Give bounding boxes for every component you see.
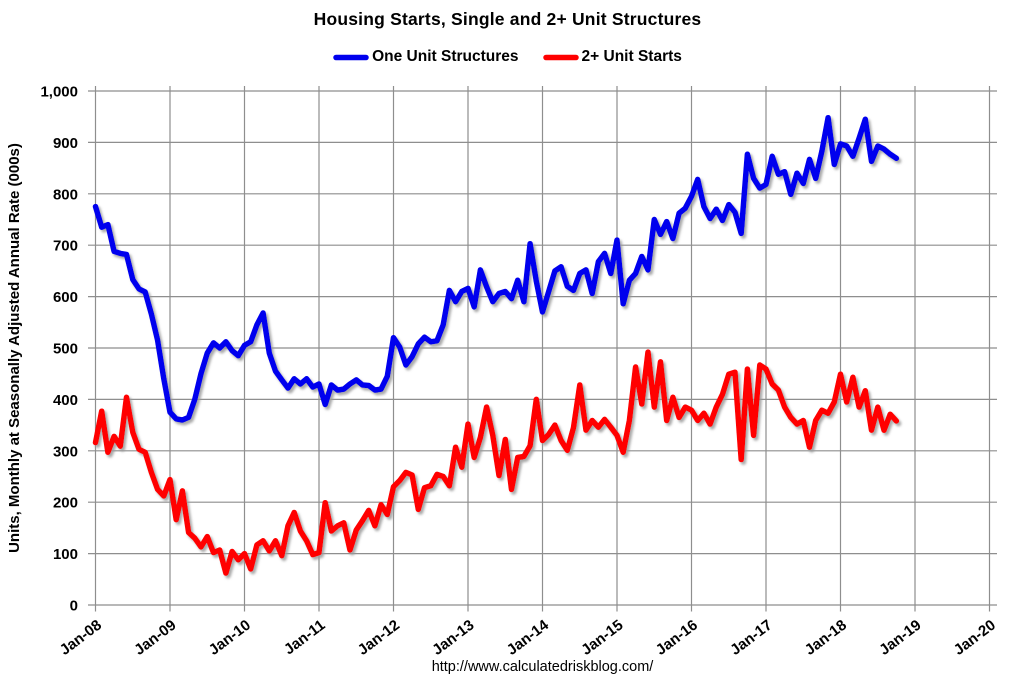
series-line-2-unit-starts bbox=[92, 349, 900, 576]
gridlines bbox=[88, 86, 997, 612]
x-tick-label: Jan-16 bbox=[653, 617, 701, 659]
legend-label-one-unit-structures: One Unit Structures bbox=[372, 48, 519, 65]
x-tick-label: Jan-19 bbox=[876, 617, 924, 659]
x-tick-label: Jan-14 bbox=[504, 616, 553, 659]
y-tick-label: 700 bbox=[53, 238, 78, 255]
y-tick-label: 600 bbox=[53, 289, 78, 306]
legend-item-one-unit-structures: One Unit Structures bbox=[333, 48, 519, 66]
x-tick-label: Jan-11 bbox=[281, 617, 329, 659]
y-tick-label: 800 bbox=[53, 186, 78, 203]
x-tick-label: Jan-13 bbox=[429, 617, 477, 659]
x-tick-label: Jan-17 bbox=[727, 617, 775, 659]
x-tick-label: Jan-08 bbox=[57, 617, 105, 659]
legend-swatch-red-line bbox=[542, 54, 579, 60]
x-tick-label: Jan-20 bbox=[951, 617, 999, 659]
x-tick-label: Jan-12 bbox=[355, 617, 403, 659]
y-tick-label: 500 bbox=[53, 341, 78, 358]
x-tick-label: Jan-18 bbox=[802, 617, 850, 659]
y-axis-tick-labels: 0 100 200 300 400 500 600 700 800 900 1,000 bbox=[40, 84, 78, 615]
y-tick-label: 900 bbox=[53, 135, 78, 152]
x-tick-label: Jan-15 bbox=[578, 617, 626, 659]
source-url: http://www.calculatedriskblog.com/ bbox=[431, 659, 654, 675]
y-tick-label: 400 bbox=[53, 392, 78, 409]
chart-legend: One Unit Structures 2+ Unit Starts bbox=[0, 48, 1015, 66]
y-tick-label: 1,000 bbox=[40, 84, 78, 101]
x-tick-label: Jan-10 bbox=[206, 617, 254, 659]
x-tick-label: Jan-09 bbox=[131, 617, 179, 659]
chart-title: Housing Starts, Single and 2+ Unit Struc… bbox=[313, 9, 702, 29]
y-tick-label: 100 bbox=[53, 546, 78, 563]
y-tick-label: 200 bbox=[53, 495, 78, 512]
y-tick-label: 0 bbox=[70, 598, 78, 615]
legend-label-2plus-unit-starts: 2+ Unit Starts bbox=[581, 48, 682, 65]
x-axis-tick-labels: Jan-08 Jan-09 Jan-10 Jan-11 Jan-12 Jan-13 Jan-… bbox=[57, 616, 999, 659]
legend-item-2plus-unit-starts: 2+ Unit Starts bbox=[542, 48, 682, 66]
series-lines bbox=[92, 114, 900, 576]
legend-swatch-blue-line bbox=[333, 54, 369, 60]
y-tick-label: 300 bbox=[53, 443, 78, 460]
series-line-one-unit-structures bbox=[92, 114, 900, 423]
